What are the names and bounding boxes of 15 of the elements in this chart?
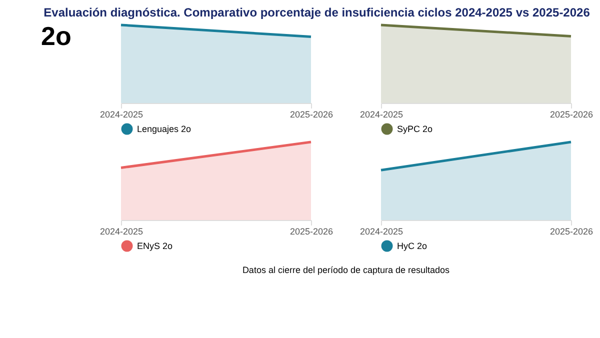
annotation: 2o [41, 21, 72, 51]
x-tick-label: 2024-2025 [360, 110, 404, 120]
x-tick-label: 2025-2026 [290, 110, 334, 120]
legend-label: Lenguajes 2o [137, 124, 192, 134]
x-tick-label: 2025-2026 [550, 110, 594, 120]
text: Datos al cierre del período de captura de resultados [242, 265, 450, 275]
x-tick-label: 2025-2026 [290, 226, 334, 236]
legend-label: ENyS 2o [137, 241, 173, 251]
chart-title: Evaluación diagnóstica. Comparativo porcentaje de insuficiencia ciclos 2024-2025 vs 2025-2026 [44, 5, 590, 20]
x-tick-label: 2024-2025 [100, 226, 144, 236]
x-tick-label: 2024-2025 [100, 110, 144, 120]
x-tick-label: 2025-2026 [550, 226, 594, 236]
legend-label: HyC 2o [397, 241, 428, 251]
x-tick-label: 2024-2025 [360, 226, 404, 236]
legend-label: SyPC 2o [397, 124, 433, 134]
